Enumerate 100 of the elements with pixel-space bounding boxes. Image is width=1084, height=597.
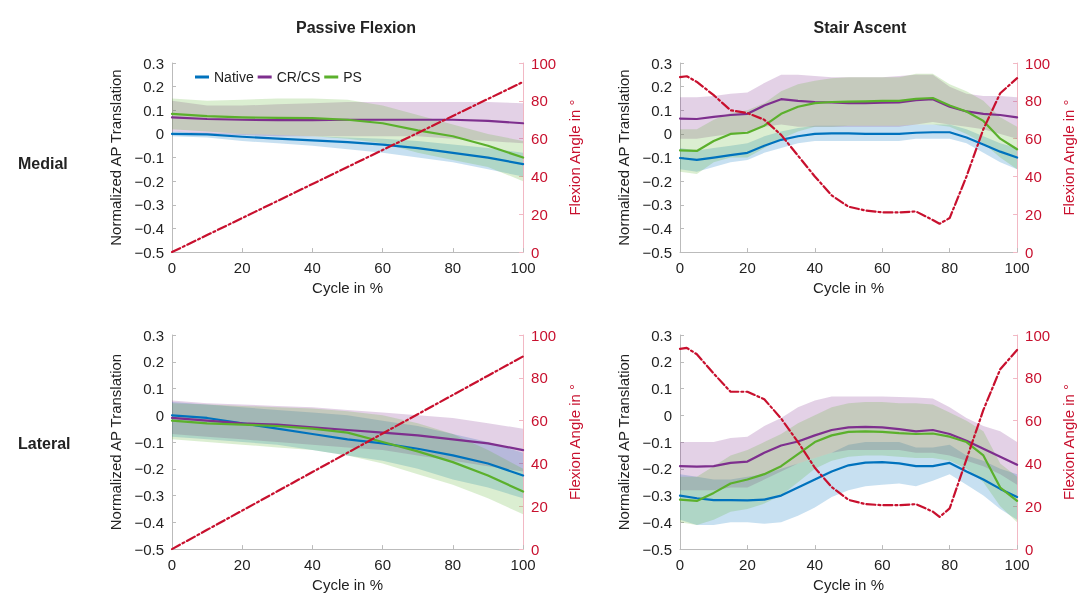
y-tick-label: −0.1: [642, 149, 672, 167]
y-tick-label: −0.2: [642, 172, 672, 190]
y-tick-label: −0.1: [134, 149, 164, 167]
y-tick-label: 0.3: [143, 326, 164, 344]
y-tick-label: −0.4: [134, 219, 164, 237]
y2-tick-label: 20: [531, 205, 548, 223]
y-tick-label: −0.2: [134, 172, 164, 190]
x-tick-label: 40: [304, 259, 321, 277]
x-axis-title: Cycle in %: [813, 576, 884, 593]
line-series: [678, 461, 1019, 502]
y-tick-label: 0.3: [651, 54, 672, 72]
y-axis-title: Normalized AP Translation: [615, 353, 633, 531]
y2-tick-label: 20: [1025, 205, 1042, 223]
y-tick-label: 0: [155, 125, 164, 143]
y-tick-label: 0.1: [651, 380, 672, 398]
x-tick-label: 60: [873, 259, 891, 277]
y2-tick-label: 100: [1025, 54, 1051, 72]
y-tick-label: 0.2: [143, 78, 164, 96]
legend-label: CR/CS: [276, 69, 321, 85]
y-tick-label: −0.5: [134, 243, 164, 261]
y2-tick-label: 60: [531, 412, 548, 430]
y2-tick-label: 80: [531, 369, 548, 387]
x-tick-label: 100: [1004, 259, 1030, 277]
y-tick-label: 0: [663, 125, 672, 143]
y-tick-label: −0.2: [134, 460, 164, 478]
chart-title: Stair Ascent: [813, 18, 908, 36]
line-series: [678, 75, 1019, 225]
y2-tick-label: 100: [1025, 326, 1051, 344]
y-tick-label: −0.4: [642, 219, 672, 237]
x-tick-label: 80: [444, 259, 462, 277]
line-series: [678, 346, 1019, 519]
y-tick-label: −0.5: [134, 540, 164, 558]
x-tick-label: 20: [739, 556, 756, 574]
x-axis-title: Cycle in %: [813, 279, 884, 296]
y2-tick-label: 100: [531, 326, 557, 344]
y2-tick-label: 80: [1025, 92, 1042, 110]
y-axis-title: Normalized AP Translation: [107, 69, 125, 246]
x-axis-title: Cycle in %: [312, 576, 383, 593]
line-series: [678, 425, 1019, 468]
x-axis-title: Cycle in %: [312, 279, 383, 296]
y2-axis-title: Flexion Angle in °: [566, 99, 583, 216]
y-tick-label: 0.1: [143, 101, 164, 119]
text: Medial: [18, 155, 68, 172]
y2-tick-label: 100: [531, 54, 557, 72]
y-tick-label: −0.1: [642, 433, 672, 451]
y2-tick-label: 40: [1025, 454, 1042, 472]
y2-tick-label: 20: [531, 497, 548, 515]
y-axis-title: Normalized AP Translation: [107, 353, 125, 531]
x-tick-label: 40: [806, 259, 824, 277]
line-series: [170, 419, 525, 493]
y-tick-label: −0.3: [642, 487, 672, 505]
x-tick-label: 80: [444, 556, 462, 574]
y-tick-label: 0.3: [651, 326, 672, 344]
y-tick-label: −0.4: [642, 513, 672, 531]
y2-axis-title: Flexion Angle in °: [1060, 99, 1077, 216]
x-tick-label: 0: [167, 556, 177, 574]
x-tick-label: 100: [510, 556, 536, 574]
x-tick-label: 40: [806, 556, 824, 574]
y-tick-label: −0.3: [642, 196, 672, 214]
line-series: [170, 414, 525, 477]
x-tick-label: 0: [675, 259, 685, 277]
y2-tick-label: 60: [1025, 412, 1042, 430]
x-tick-label: 100: [510, 259, 536, 277]
x-tick-label: 40: [304, 556, 321, 574]
x-tick-label: 60: [374, 259, 391, 277]
x-tick-label: 80: [941, 259, 958, 277]
x-tick-label: 100: [1004, 556, 1030, 574]
line-series: [678, 430, 1019, 503]
y-axis-title: Normalized AP Translation: [615, 69, 633, 246]
y2-tick-label: 80: [1025, 369, 1042, 387]
x-tick-label: 20: [233, 259, 251, 277]
line-series: [170, 416, 525, 452]
y2-tick-label: 20: [1025, 497, 1042, 515]
y2-tick-label: 0: [531, 540, 540, 558]
text: Lateral: [18, 434, 71, 452]
y-tick-label: 0: [155, 406, 164, 424]
x-tick-label: 20: [233, 556, 251, 574]
line-series: [678, 131, 1019, 162]
y-tick-label: 0.2: [651, 78, 672, 96]
legend-label: Native: [214, 69, 254, 85]
x-tick-label: 60: [374, 556, 391, 574]
legend-label: PS: [343, 69, 362, 85]
y-tick-label: 0.3: [143, 54, 164, 72]
chart-title: Passive Flexion: [295, 18, 417, 36]
y2-axis-title: Flexion Angle in °: [566, 384, 583, 501]
y2-tick-label: 40: [531, 167, 548, 185]
y2-tick-label: 60: [531, 130, 548, 148]
y2-tick-label: 0: [531, 243, 540, 261]
y-tick-label: −0.1: [134, 433, 164, 451]
y2-tick-label: 0: [1025, 540, 1034, 558]
y-tick-label: −0.2: [642, 460, 672, 478]
y2-tick-label: 80: [531, 92, 548, 110]
y-tick-label: 0: [663, 406, 672, 424]
y2-tick-label: 0: [1025, 243, 1034, 261]
line-series: [678, 96, 1019, 153]
y2-axis-title: Flexion Angle in °: [1060, 384, 1077, 501]
y2-tick-label: 40: [1025, 167, 1042, 185]
y-tick-label: 0.1: [143, 380, 164, 398]
x-tick-label: 0: [167, 259, 177, 277]
y-tick-label: −0.3: [134, 487, 164, 505]
